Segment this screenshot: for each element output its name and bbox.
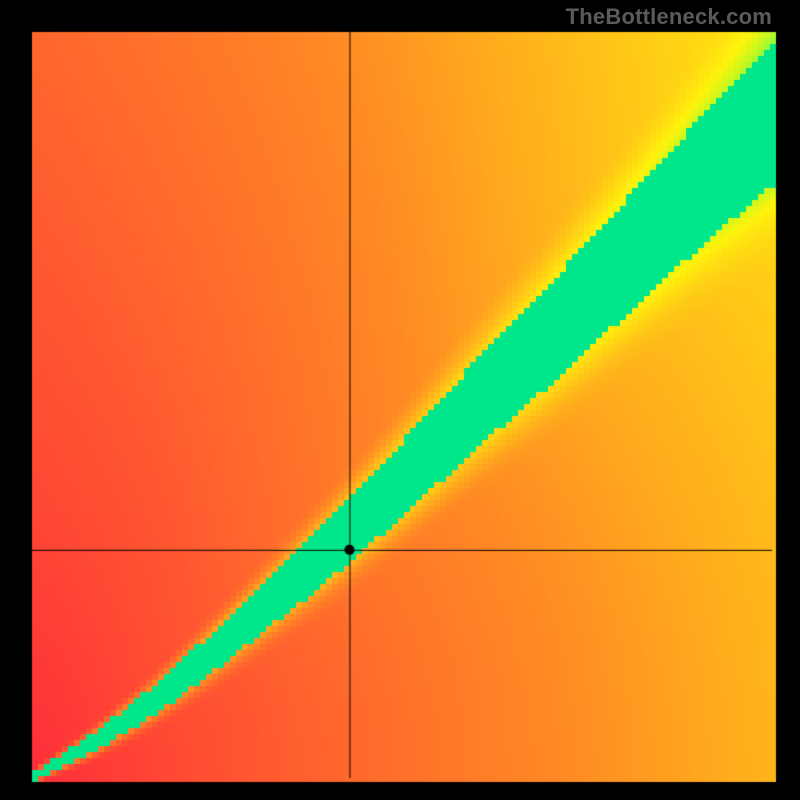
watermark-text: TheBottleneck.com <box>566 4 772 30</box>
heatmap-canvas <box>0 0 800 800</box>
chart-root: TheBottleneck.com <box>0 0 800 800</box>
